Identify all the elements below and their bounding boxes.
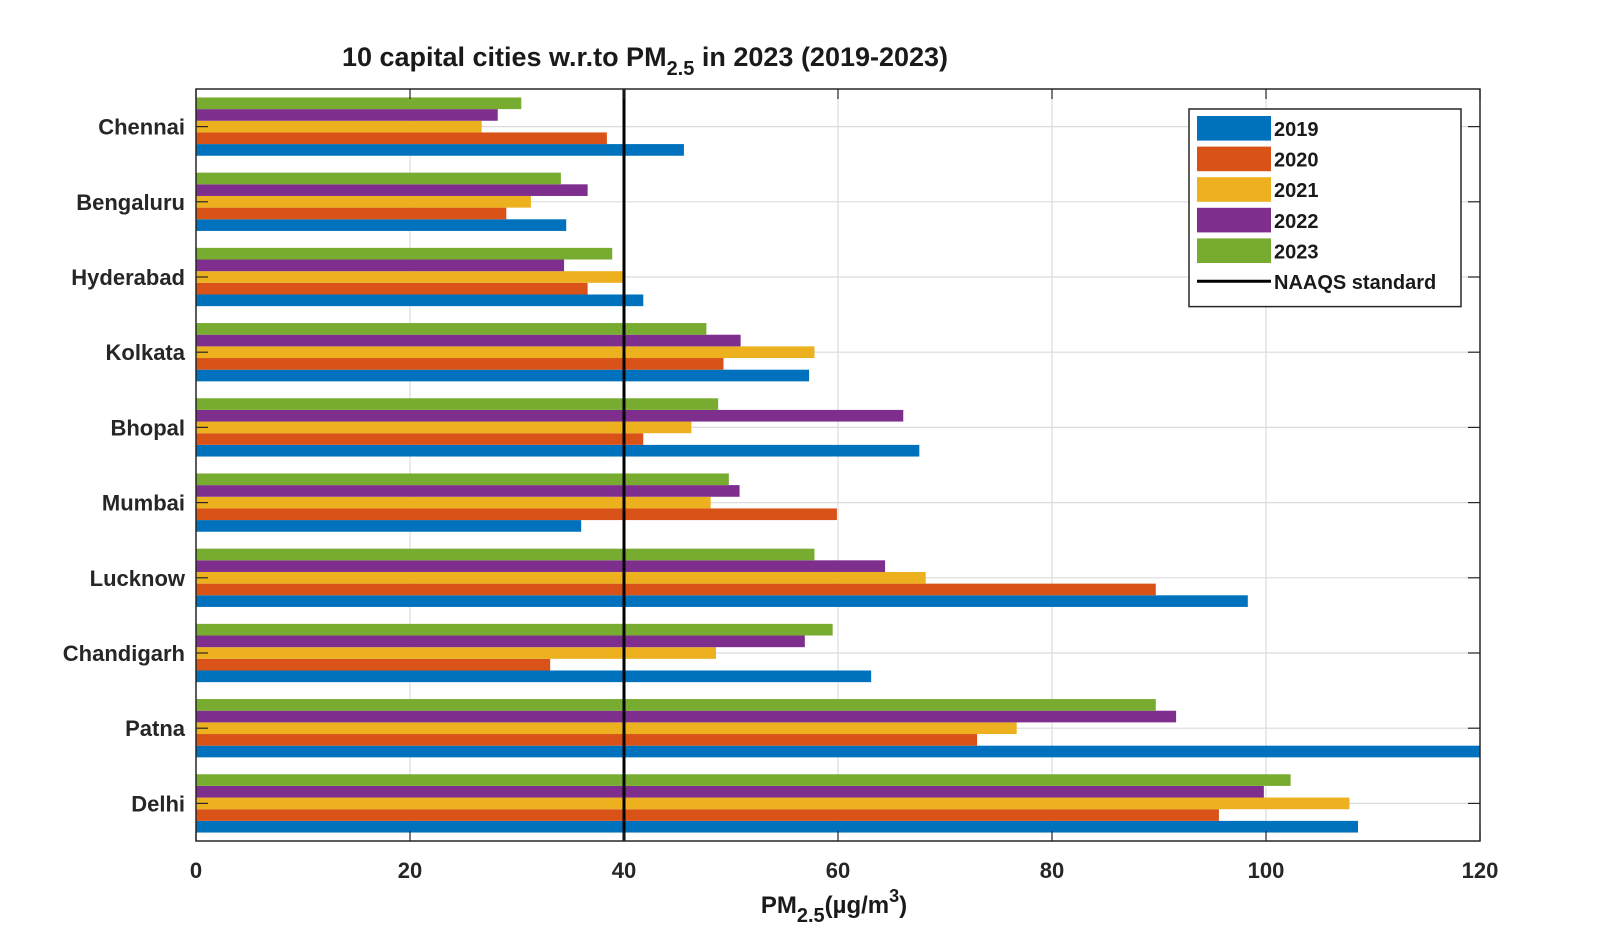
bar-patna-2023 (196, 699, 1156, 711)
bar-chandigarh-2023 (196, 623, 833, 636)
bar-delhi-2021 (196, 797, 1350, 810)
bar-bhopal-2023 (196, 398, 719, 410)
category-label-kolkata: Kolkata (106, 340, 186, 365)
bar-bhopal-2019 (196, 444, 920, 457)
chart-title-prefix: 10 capital cities w.r.to PM (342, 42, 667, 72)
legend-swatch-2021 (1197, 177, 1271, 202)
category-label-mumbai: Mumbai (102, 491, 185, 516)
bar-chandigarh-2022 (196, 635, 805, 648)
legend-swatch-2019 (1197, 116, 1271, 141)
bar-chennai-2023 (196, 97, 522, 110)
legend-label-2019: 2019 (1274, 119, 1319, 141)
bar-kolkata-2023 (196, 323, 707, 335)
legend-label-2023: 2023 (1274, 241, 1319, 263)
x-tick-labels: 0 20 40 60 80 100 120 (190, 858, 1498, 883)
bar-mumbai-2020 (196, 508, 837, 521)
bar-chennai-2020 (196, 132, 607, 145)
bar-lucknow-2019 (196, 595, 1248, 607)
bar-patna-2019 (196, 745, 1480, 758)
chart-title-subscript: 2.5 (667, 58, 695, 80)
bar-mumbai-2021 (196, 496, 711, 509)
bars (196, 97, 1480, 833)
bar-delhi-2019 (196, 820, 1359, 833)
bar-chennai-2019 (196, 144, 684, 156)
category-label-delhi: Delhi (131, 791, 185, 816)
bar-bengaluru-2020 (196, 207, 507, 220)
bar-hyderabad-2020 (196, 282, 588, 295)
bar-delhi-2023 (196, 774, 1291, 786)
category-label-hyderabad: Hyderabad (71, 265, 185, 290)
chart-title-suffix: in 2023 (2019-2023) (694, 42, 948, 72)
category-label-chennai: Chennai (98, 115, 185, 140)
x-tick-label: 20 (398, 858, 422, 883)
bar-chandigarh-2020 (196, 658, 551, 671)
x-tick-label: 60 (826, 858, 850, 883)
x-tick-label: 100 (1248, 858, 1285, 883)
bar-lucknow-2022 (196, 560, 886, 572)
bar-bhopal-2021 (196, 421, 692, 434)
legend-swatch-2022 (1197, 207, 1271, 233)
category-label-patna: Patna (125, 716, 186, 741)
bar-bengaluru-2023 (196, 172, 561, 185)
bar-delhi-2020 (196, 809, 1219, 821)
category-label-bhopal: Bhopal (110, 415, 185, 440)
bar-bengaluru-2022 (196, 184, 588, 196)
x-axis-label-superscript: 3 (889, 886, 899, 906)
bar-delhi-2022 (196, 785, 1264, 798)
x-axis-label-subscript: 2.5 (797, 905, 825, 927)
legend-label-naaqs: NAAQS standard (1274, 272, 1436, 294)
bar-bengaluru-2021 (196, 195, 531, 208)
bar-mumbai-2019 (196, 520, 582, 532)
legend-label-2021: 2021 (1274, 180, 1319, 202)
legend-label-2022: 2022 (1274, 211, 1319, 233)
bar-mumbai-2022 (196, 485, 740, 497)
bar-chennai-2022 (196, 109, 498, 121)
x-axis-label: PM2.5(µg/m3) (761, 886, 907, 927)
bar-hyderabad-2022 (196, 259, 565, 272)
bar-chennai-2021 (196, 120, 482, 133)
legend-swatch-2023 (1197, 238, 1271, 263)
legend: 2019 2020 2021 2022 2023 NAAQS standard (1188, 108, 1462, 308)
legend-swatch-2020 (1197, 146, 1271, 172)
bar-bhopal-2022 (196, 409, 904, 422)
bar-patna-2022 (196, 710, 1177, 723)
x-tick-label: 120 (1462, 858, 1499, 883)
bar-mumbai-2023 (196, 473, 729, 486)
bar-hyderabad-2021 (196, 271, 623, 283)
x-tick-label: 0 (190, 858, 202, 883)
x-tick-label: 40 (612, 858, 636, 883)
bar-patna-2020 (196, 734, 978, 746)
bar-lucknow-2023 (196, 548, 815, 561)
bar-kolkata-2021 (196, 346, 815, 359)
bar-kolkata-2020 (196, 358, 724, 370)
x-tick-label: 80 (1040, 858, 1064, 883)
category-label-bengaluru: Bengaluru (76, 190, 185, 215)
legend-label-2020: 2020 (1274, 150, 1319, 172)
bar-hyderabad-2023 (196, 247, 613, 260)
bar-lucknow-2020 (196, 583, 1156, 596)
axes (195, 88, 1481, 842)
category-label-chandigarh: Chandigarh (63, 641, 185, 666)
category-labels: Delhi Patna Chandigarh Lucknow Mumbai Bhopal K… (63, 115, 186, 817)
bar-patna-2021 (196, 722, 1017, 735)
bar-chandigarh-2019 (196, 670, 872, 683)
bar-bengaluru-2019 (196, 219, 567, 231)
bar-hyderabad-2019 (196, 294, 644, 307)
bar-bhopal-2020 (196, 433, 644, 445)
x-axis-label-suffix: ) (899, 892, 907, 919)
x-axis-label-middle: (µg/m (825, 892, 890, 919)
bar-kolkata-2022 (196, 334, 741, 347)
x-axis-label-prefix: PM (761, 892, 797, 919)
bar-chandigarh-2021 (196, 647, 717, 659)
bar-lucknow-2021 (196, 571, 926, 584)
chart-title: 10 capital cities w.r.to PM2.5 in 2023 (… (342, 42, 948, 80)
bar-kolkata-2019 (196, 369, 810, 382)
category-label-lucknow: Lucknow (90, 566, 186, 591)
